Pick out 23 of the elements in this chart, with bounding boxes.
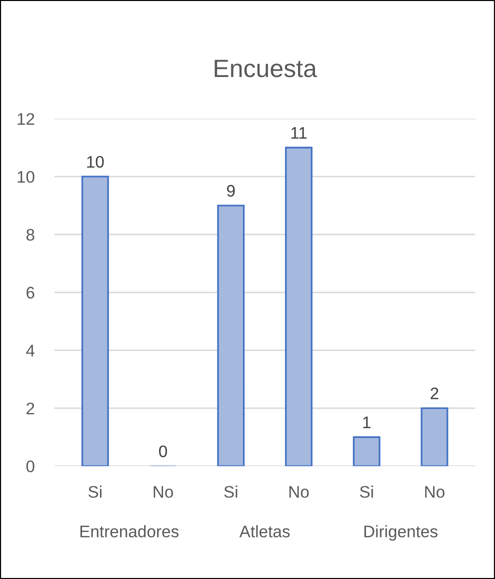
- data-label: 2: [430, 388, 438, 400]
- data-label: 0: [159, 445, 168, 458]
- text: Atletas: [239, 525, 290, 538]
- data-label: 9: [227, 184, 235, 197]
- x-tick-label: Si: [88, 486, 102, 498]
- y-tick-label: 2: [26, 402, 34, 414]
- y-tick-label: 4: [26, 344, 35, 356]
- y-tick-label: 10: [18, 170, 34, 183]
- data-label: 10: [87, 156, 104, 168]
- y-tick-label: 6: [26, 286, 34, 299]
- x-tick-label: Si: [224, 486, 238, 498]
- x-tick-label: No: [425, 486, 444, 498]
- x-tick-label: Si: [360, 486, 373, 498]
- x-tick-label: No: [289, 486, 309, 498]
- y-tick-label: 8: [26, 228, 34, 241]
- chart-title: Encuesta: [214, 60, 317, 78]
- x-tick-label: No: [154, 486, 173, 498]
- y-tick-label: 12: [18, 113, 34, 125]
- y-tick-label: 0: [26, 460, 34, 472]
- data-label: 11: [291, 127, 307, 139]
- text: Dirigentes: [364, 525, 438, 541]
- text: Entrenadores: [80, 525, 179, 538]
- data-label: 1: [363, 416, 370, 428]
